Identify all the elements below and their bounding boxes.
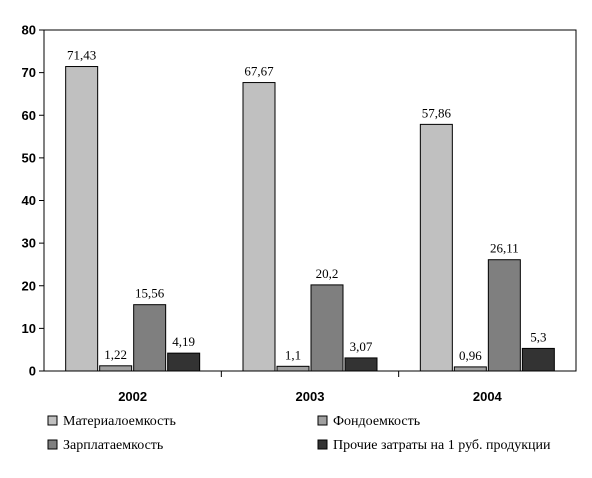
bar [99,365,133,372]
data-label: 3,07 [350,339,373,354]
data-label: 4,19 [172,334,195,349]
legend-swatch [47,439,58,450]
bar [65,66,99,372]
y-tick-label: 60 [22,108,36,123]
y-tick-label: 70 [22,65,36,80]
data-label: 67,67 [244,64,274,79]
y-tick-label: 20 [22,278,36,293]
bar [167,352,201,372]
bar [242,82,276,372]
y-tick-label: 40 [22,193,36,208]
x-category-label: 2004 [473,389,503,404]
legend-label: Фондоемкость [333,414,420,429]
bar [344,357,378,372]
data-label: 1,1 [285,347,301,362]
bar [419,123,453,372]
data-label: 57,86 [422,105,452,120]
data-label: 1,22 [104,347,127,362]
legend-label: Прочие затраты на 1 руб. продукции [333,438,551,453]
legend-label: Зарплатаемкость [63,438,163,453]
y-tick-label: 50 [22,150,36,165]
legend-swatch [47,415,58,426]
x-category-label: 2002 [118,389,147,404]
x-category-label: 2003 [296,389,325,404]
x-axis: 2002 2003 2004 [118,371,503,404]
data-label: 26,11 [490,241,519,256]
y-tick-label: 80 [22,23,36,38]
data-labels: 71,43 67,67 57,86 1,22 1,1 0,96 15,56 20,2 26,11… [67,48,546,363]
bar [487,259,521,372]
legend-label: Материалоемкость [63,414,176,429]
data-label: 71,43 [67,48,96,63]
legend: Материалоемкость Фондоемкость Зарплатаемко… [47,414,551,453]
y-tick-label: 30 [22,236,36,251]
y-tick-label: 10 [22,321,36,336]
data-label: 0,96 [459,348,482,363]
bars [65,66,555,372]
bar [453,366,487,372]
bar [133,304,167,372]
bar [310,284,344,372]
bar [521,347,555,372]
legend-swatch [317,415,328,426]
data-label: 15,56 [135,286,165,301]
y-axis: 0 10 20 30 40 50 60 70 80 [22,23,44,379]
bar [276,365,310,372]
y-tick-label: 0 [29,364,36,379]
data-label: 20,2 [316,266,339,281]
data-label: 5,3 [530,329,546,344]
legend-swatch [317,439,328,450]
